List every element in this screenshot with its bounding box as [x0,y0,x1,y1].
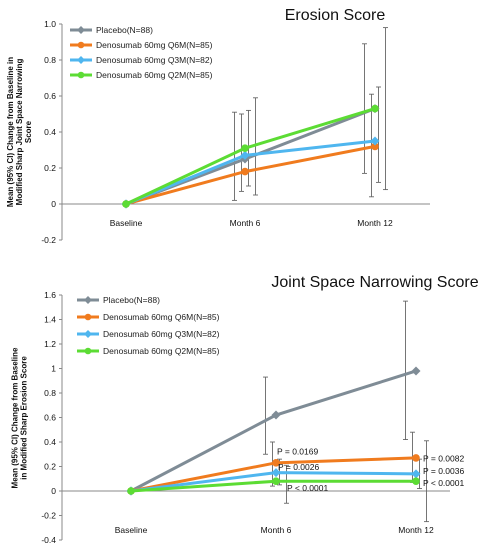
x-tick-label: Baseline [110,218,143,228]
y-tick-label: 0 [51,199,56,209]
data-point [241,144,249,152]
p-value-annotation: P < 0.0001 [287,483,328,493]
legend-marker [77,41,85,49]
y-tick-label: 1.6 [44,290,56,300]
data-point [371,142,379,151]
data-point [412,454,420,462]
y-tick-label: -0.2 [41,235,56,245]
y-tick-label: 0.4 [44,437,56,447]
y-tick-label: 0.6 [44,413,56,423]
p-value-annotation: P = 0.0036 [423,466,464,476]
y-axis-label-line: in Modified Sharp Erosion Score [20,356,29,480]
data-point [271,468,281,478]
legend-label: Denosumab 60mg Q2M(N=85) [103,346,220,356]
data-point [272,477,280,486]
y-tick-label: 1.4 [44,315,56,325]
p-value-annotation: P < 0.0001 [423,478,464,488]
y-tick-label: 0.8 [44,55,56,65]
legend-marker [84,313,92,321]
y-axis-label: Mean (95% CI) Change from Baselinein Mod… [11,347,29,488]
y-tick-label: 1.2 [44,339,56,349]
x-tick-label: Month 6 [230,218,261,228]
joint-space-narrowing-chart: -0.4 -0.2 0 0.2 0.4 0.6 0.8 1 1.2 1.4 1.6 Baseline M… [11,274,479,545]
legend-marker [84,347,92,355]
data-point [271,410,281,420]
y-axis-label-line: Score [24,120,33,143]
y-axis-label: Mean (95% CI) Change from Baseline inMod… [6,57,33,207]
chart-title: Joint Space Narrowing Score [271,274,478,291]
legend-label: Denosumab 60mg Q6M(N=85) [96,40,213,50]
y-tick-label: 0.6 [44,91,56,101]
legend-label: Placebo(N=88) [96,25,153,35]
p-value-annotation: P = 0.0082 [423,454,464,464]
y-tick-label: 0.8 [44,388,56,398]
y-tick-label: 0.2 [44,163,56,173]
y-tick-label: -0.2 [41,511,56,521]
y-axis-label-line: Mean (95% CI) Change from Baseline [11,347,20,488]
data-point [127,487,135,495]
data-point [272,459,280,467]
legend-label: Denosumab 60mg Q2M(N=85) [96,70,213,80]
y-tick-label: 0.2 [44,462,56,472]
y-axis-label-line: Modified Sharp Joint Space Narrowing [15,59,24,206]
y-tick-label: -0.4 [41,535,56,545]
p-value-annotation: P = 0.0169 [277,446,318,456]
chart-title: Erosion Score [285,7,386,24]
legend-marker [77,56,85,64]
y-tick-label: 1 [51,364,56,374]
data-point [412,477,420,486]
y-tick-label: 1.0 [44,19,56,29]
legend-marker [77,71,85,79]
x-tick-label: Month 6 [261,525,292,535]
legend-label: Denosumab 60mg Q6M(N=85) [103,312,220,322]
data-point [371,104,379,113]
data-point [411,366,421,376]
data-point [411,469,421,479]
x-tick-label: Baseline [115,525,148,535]
legend-marker [84,330,92,338]
data-point [122,200,130,208]
erosion-score-chart: -0.2 0 0.2 0.4 0.6 0.8 1.0 Baseline Month 6 Month… [6,7,430,245]
data-point [370,136,380,146]
legend-label: Denosumab 60mg Q3M(N=82) [96,55,213,65]
data-point [240,150,250,160]
data-point [241,167,249,176]
x-tick-label: Month 12 [357,218,393,228]
legend-label: Denosumab 60mg Q3M(N=82) [103,329,220,339]
y-axis-label-line: Mean (95% CI) Change from Baseline in [6,57,15,207]
p-value-annotation: P = 0.0026 [278,462,319,472]
legend-marker [84,296,92,304]
legend-label: Placebo(N=88) [103,295,160,305]
x-tick-label: Month 12 [398,525,434,535]
y-tick-label: 0.4 [44,127,56,137]
legend-marker [77,26,85,34]
y-tick-label: 0 [51,486,56,496]
